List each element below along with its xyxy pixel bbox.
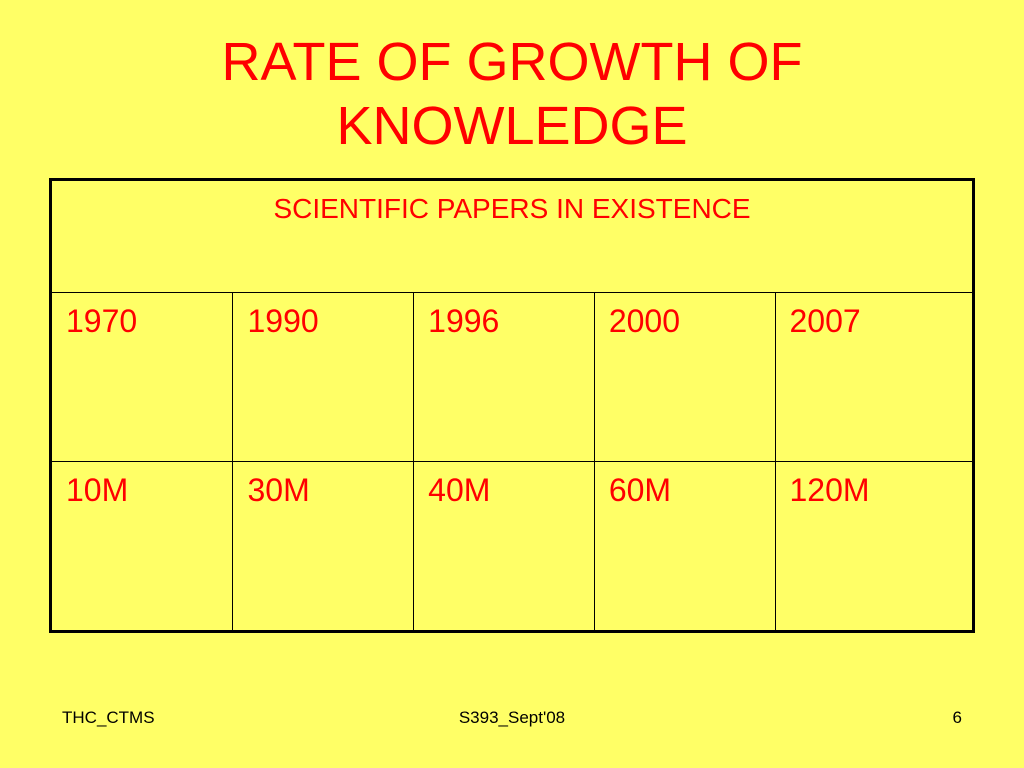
table-row-years: 1970 1990 1996 2000 2007 xyxy=(49,292,974,462)
slide-title-line-2: KNOWLEDGE xyxy=(336,96,688,156)
slide-title: RATE OF GROWTH OF KNOWLEDGE xyxy=(0,30,1024,158)
count-cell: 30M xyxy=(232,461,415,632)
count-cell: 120M xyxy=(774,461,974,632)
count-cell: 60M xyxy=(593,461,776,632)
slide-number: 6 xyxy=(952,708,962,727)
papers-table: SCIENTIFIC PAPERS IN EXISTENCE 1970 1990… xyxy=(49,178,975,633)
count-cell: 40M xyxy=(413,461,595,632)
table-header: SCIENTIFIC PAPERS IN EXISTENCE xyxy=(50,179,974,293)
table-header-row: SCIENTIFIC PAPERS IN EXISTENCE xyxy=(50,179,974,293)
year-cell: 1996 xyxy=(413,292,595,462)
year-cell: 1990 xyxy=(232,292,415,462)
year-cell: 2000 xyxy=(593,292,776,462)
year-cell: 2007 xyxy=(774,292,974,462)
footer-center-text: S393_Sept'08 xyxy=(458,708,566,727)
year-cell: 1970 xyxy=(49,292,234,462)
table-row-counts: 10M 30M 40M 60M 120M xyxy=(49,461,974,632)
count-cell: 10M xyxy=(49,461,234,632)
slide-title-line-1: RATE OF GROWTH OF xyxy=(221,32,803,92)
footer-left-text: THC_CTMS xyxy=(62,708,155,727)
